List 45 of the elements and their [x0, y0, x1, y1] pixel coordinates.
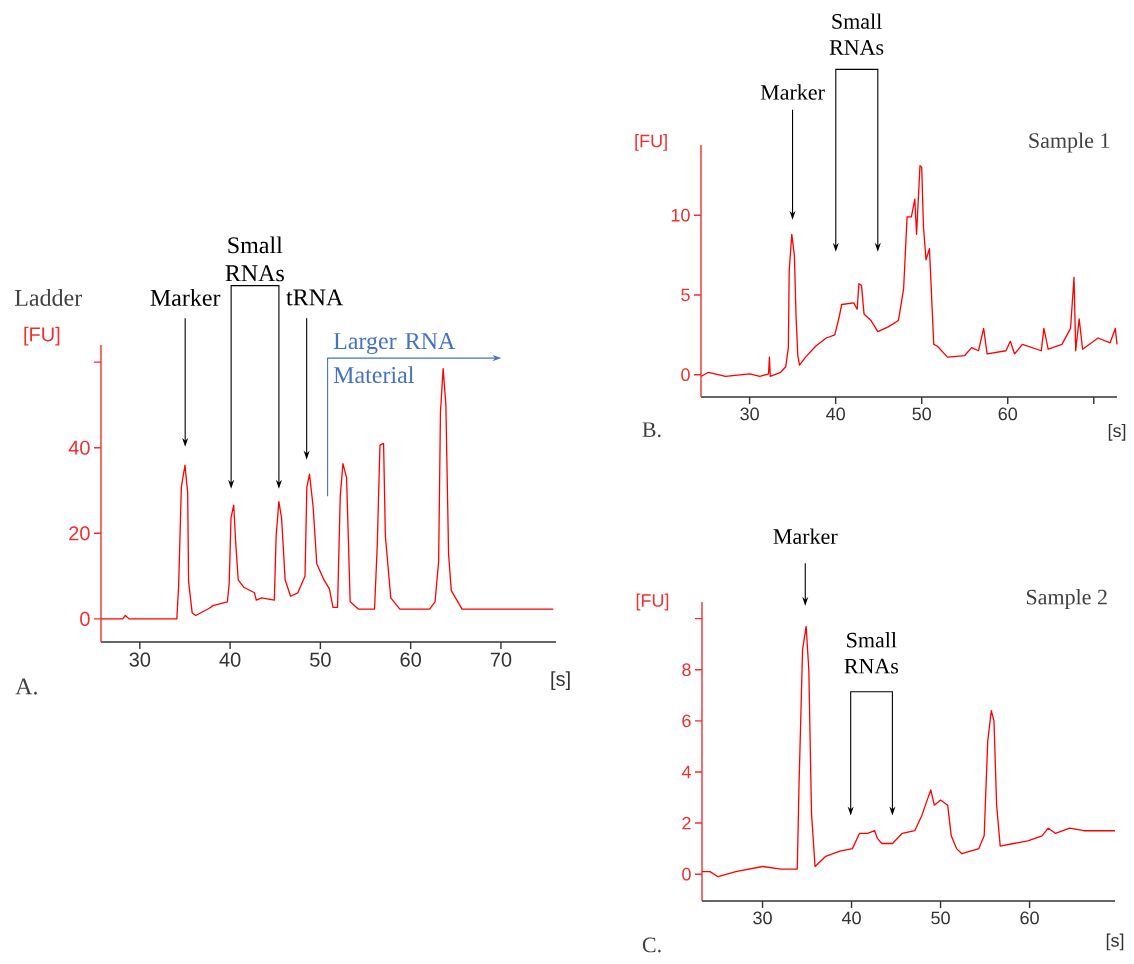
- text: Ladder: [14, 289, 82, 306]
- x-tick-label: 70: [490, 652, 512, 667]
- text: C.: [642, 937, 661, 953]
- annotation: Small RNAs: [844, 632, 899, 674]
- text: Small RNAs: [829, 13, 884, 55]
- annotation: Larger RNA Material: [333, 333, 456, 384]
- y-tick-label: 0: [80, 611, 90, 626]
- text: Marker: [150, 289, 221, 306]
- x-tick-label: 50: [310, 652, 331, 667]
- x-tick-label: 50: [931, 911, 950, 925]
- y-tick-label: 8: [682, 663, 691, 677]
- y-tick-label: 5: [681, 288, 690, 302]
- text: Small RNAs: [225, 236, 284, 282]
- line-series: [700, 165, 1118, 377]
- x-tick-label: 40: [841, 911, 861, 925]
- x-tick-label: 40: [219, 652, 241, 667]
- x-tick-label: 30: [129, 652, 151, 667]
- y-axis-title: [FU]: [636, 593, 669, 611]
- y-tick-label: 2: [682, 816, 691, 830]
- y-tick-label: 20: [69, 526, 90, 541]
- y-tick-label: 4: [681, 765, 691, 779]
- y-tick-label: 0: [681, 368, 690, 382]
- y-tick-label: 10: [671, 208, 690, 222]
- x-axis-title: [s]: [1106, 933, 1124, 951]
- annotation: Sample 1: [1029, 132, 1110, 153]
- annotation: Sample 2: [1026, 589, 1107, 609]
- x-tick-label: 60: [998, 407, 1018, 421]
- text: tRNA: [286, 289, 344, 306]
- text: Marker: [773, 528, 838, 544]
- text: A.: [15, 678, 37, 695]
- x-tick-label: 30: [740, 407, 759, 421]
- text: Marker: [760, 84, 825, 100]
- y-axis-title: [FU]: [24, 326, 60, 346]
- y-tick-label: 0: [682, 867, 691, 881]
- x-tick-label: 60: [400, 652, 421, 667]
- y-tick-label: 40: [68, 440, 90, 455]
- x-tick-label: 40: [826, 407, 845, 421]
- x-tick-label: 50: [912, 407, 932, 421]
- x-axis-title: [s]: [1108, 423, 1126, 441]
- x-axis-title: [s]: [551, 671, 570, 690]
- x-tick-label: 30: [753, 911, 772, 925]
- x-tick-label: 60: [1020, 911, 1039, 925]
- y-tick-label: 6: [682, 714, 691, 728]
- y-axis-title: [FU]: [635, 134, 667, 151]
- text: B.: [642, 422, 661, 438]
